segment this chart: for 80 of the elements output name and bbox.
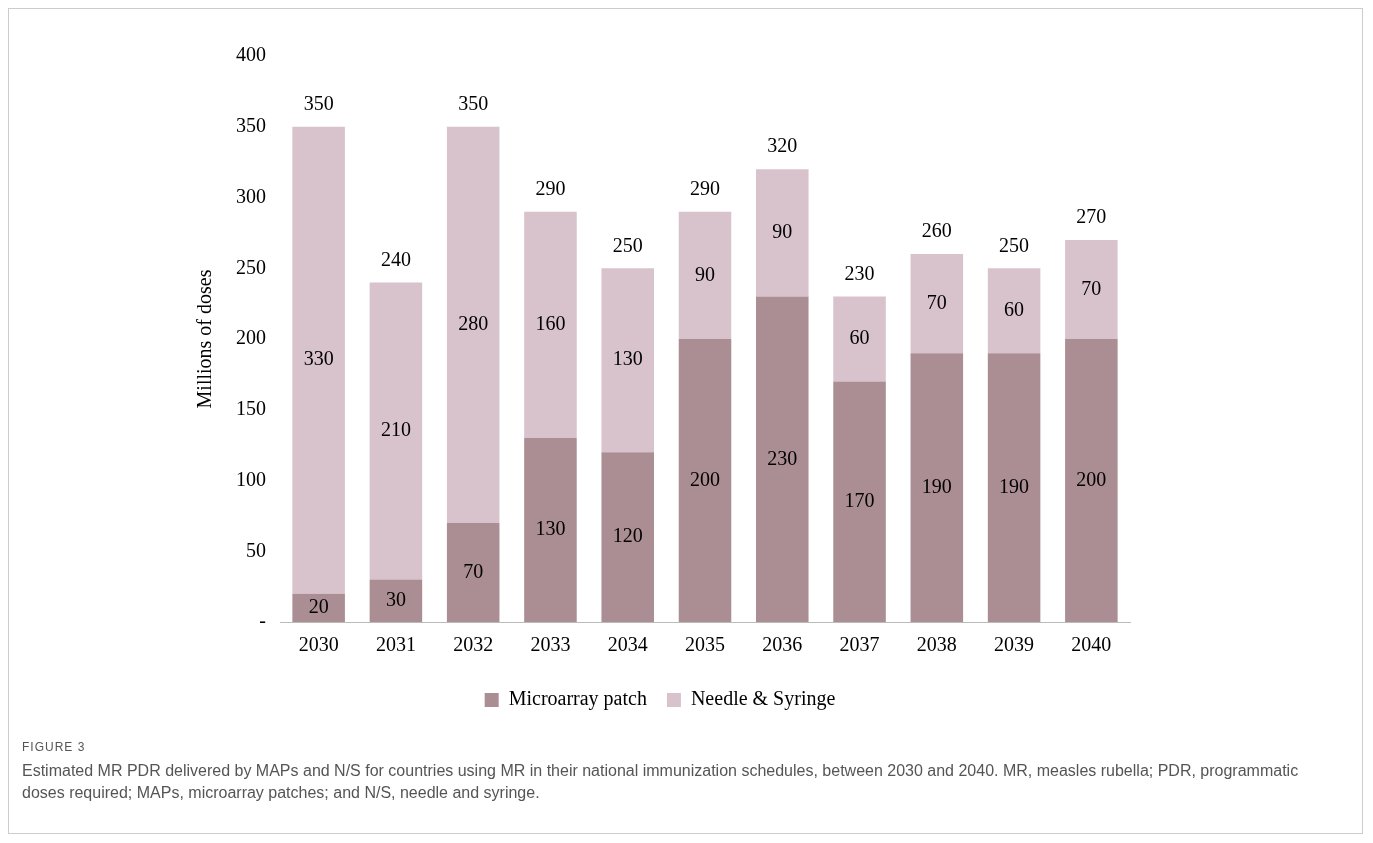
y-tick-label: - xyxy=(259,609,266,632)
total-label: 290 xyxy=(690,176,720,199)
x-tick-label: 2040 xyxy=(1071,633,1112,656)
legend-label: Microarray patch xyxy=(508,687,647,711)
bar xyxy=(987,353,1041,622)
bar xyxy=(1065,239,1118,339)
bar xyxy=(292,126,345,594)
bar xyxy=(756,296,809,622)
data-label: 130 xyxy=(612,347,643,370)
total-label: 270 xyxy=(1076,205,1107,228)
bar xyxy=(524,211,577,439)
data-label: 120 xyxy=(612,524,643,547)
data-label: 200 xyxy=(690,467,720,490)
total-label: 320 xyxy=(767,134,798,157)
y-tick-label: 150 xyxy=(236,397,266,419)
total-label: 240 xyxy=(380,247,411,270)
bar xyxy=(833,381,886,622)
legend-label: Needle & Syringe xyxy=(690,687,836,711)
bar xyxy=(601,268,654,453)
x-tick-label: 2032 xyxy=(453,633,494,656)
total-label: 250 xyxy=(999,233,1030,256)
total-label: 350 xyxy=(458,92,489,114)
bar xyxy=(678,211,732,339)
total-label: 290 xyxy=(535,176,566,199)
data-label: 30 xyxy=(385,588,406,611)
x-tick-label: 2034 xyxy=(607,633,648,656)
bar xyxy=(369,579,423,622)
data-label: 170 xyxy=(844,488,875,511)
x-tick-label: 2037 xyxy=(839,633,880,656)
x-tick-label: 2033 xyxy=(530,633,571,656)
data-label: 60 xyxy=(1004,297,1025,320)
x-tick-label: 2036 xyxy=(762,633,803,656)
data-label: 20 xyxy=(308,595,329,618)
y-axis-title: Millions of doses xyxy=(193,269,216,409)
bar xyxy=(678,339,732,622)
y-tick-label: 100 xyxy=(236,467,266,490)
bar xyxy=(987,268,1041,354)
total-label: 230 xyxy=(844,261,875,284)
x-tick-label: 2038 xyxy=(916,633,957,656)
data-label: 130 xyxy=(535,517,566,540)
bar xyxy=(446,522,500,622)
bar xyxy=(292,593,345,622)
data-label: 70 xyxy=(926,290,947,313)
data-label: 280 xyxy=(458,312,489,335)
data-label: 160 xyxy=(535,312,566,335)
data-label: 190 xyxy=(921,474,952,497)
data-label: 200 xyxy=(1076,467,1107,490)
x-tick-label: 2035 xyxy=(685,633,725,656)
total-label: 260 xyxy=(921,219,952,242)
bar xyxy=(756,169,809,297)
bar xyxy=(524,438,577,622)
y-tick-label: 300 xyxy=(236,184,266,207)
bar xyxy=(833,296,886,382)
y-tick-label: 400 xyxy=(236,43,266,66)
x-tick-label: 2039 xyxy=(994,633,1035,656)
bar xyxy=(1065,339,1118,622)
y-tick-label: 50 xyxy=(246,538,266,561)
data-label: 330 xyxy=(303,347,334,370)
caption: FIGURE 3 xyxy=(22,740,87,754)
data-label: 90 xyxy=(695,262,715,285)
bar xyxy=(446,126,500,523)
bar xyxy=(369,282,423,580)
data-label: 60 xyxy=(849,326,870,349)
total-label: 250 xyxy=(612,233,643,256)
y-tick-label: 200 xyxy=(236,326,266,349)
total-label: 350 xyxy=(303,92,334,114)
data-label: 230 xyxy=(767,446,798,469)
bar xyxy=(601,452,654,622)
data-label: 90 xyxy=(772,220,793,243)
data-label: 70 xyxy=(463,559,484,582)
bar xyxy=(910,353,964,622)
y-tick-label: 250 xyxy=(236,255,266,278)
data-label: 190 xyxy=(999,474,1030,497)
text: Estimated MR PDR delivered by MAPs and N/S for countries using MR in their national immunization schedules, between 2030 and 2040. MR, measles rubella; PDR, programmatic doses required; MAPs, microarray patches; and N/S, needle and syringe. xyxy=(22,761,1300,803)
data-label: 70 xyxy=(1081,276,1102,299)
data-label: 210 xyxy=(380,418,411,441)
x-tick-label: 2031 xyxy=(375,633,416,656)
x-tick-label: 2030 xyxy=(298,633,339,656)
y-tick-label: 350 xyxy=(236,114,266,136)
bar xyxy=(910,254,964,354)
